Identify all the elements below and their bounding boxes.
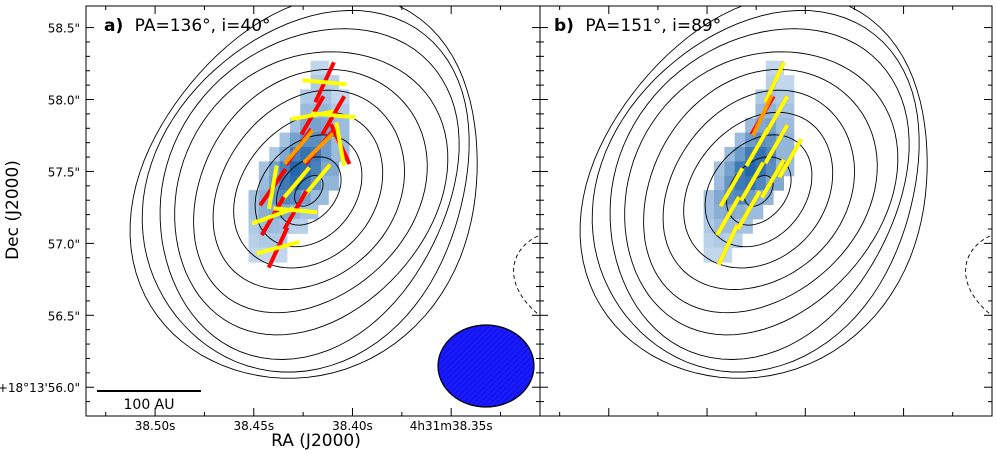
contour-line [141,10,470,373]
scale-bar-label: 100 AU [124,397,175,413]
polarization-vector [334,122,346,167]
intensity-pixel [310,60,329,76]
x-tick-label: 38.45s [233,419,274,433]
contour-line [624,51,899,336]
panel-b-ticks [540,6,992,416]
contour-line [193,68,428,314]
polarization-vector [715,195,741,237]
intensity-pixel [289,218,309,234]
contour-line [174,51,449,336]
y-tick-label: 58.0" [48,94,80,108]
panel-a-label: a) [104,16,123,36]
polarization-vector [311,111,356,120]
contour-line [662,89,855,290]
contour-line [704,134,813,248]
panel-b-title: PA=151°, i=89° [585,16,721,36]
polarization-vector [739,161,765,202]
contour-line [683,111,834,269]
contour-line [159,28,460,360]
contour-line [726,156,792,226]
polarization-vector [763,95,790,136]
svg-text:b) PA=151°, i=89°: b) PA=151°, i=89° [554,16,721,36]
y-tick-label: 58.5" [48,22,80,36]
negative-contour [513,235,539,315]
contour-line [744,175,774,207]
y-tick-label: 57.0" [48,237,80,251]
svg-text:a) PA=136°, i=40°: a) PA=136°, i=40° [104,16,271,36]
intensity-pixel [776,75,795,90]
polarization-vector [777,138,803,179]
y-tick-label: +18°13'56.0" [0,381,80,395]
contour-line [643,68,878,314]
y-axis-label: Dec (J2000) [3,160,23,260]
panel-a-vectors [251,61,356,269]
y-tick-label: 57.5" [48,165,80,179]
polarization-vector [751,94,774,137]
polarization-vector [283,128,315,166]
panel-b-label: b) [554,16,574,36]
y-tick-labels: 58.5" 58.0" 57.5" 57.0" 56.5" +18°13'56.0" [0,22,80,396]
polarization-vector [279,166,311,203]
beam-ellipse [437,324,535,408]
x-tick-label: 38.40s [332,419,373,433]
intensity-pixel [331,89,350,105]
contour-line [129,6,478,379]
polarization-vector [744,126,771,168]
panel-b: b) PA=151°, i=89° [539,5,993,417]
panel-a-title: PA=136°, i=40° [135,16,271,36]
polarization-vector [267,165,279,210]
panel-a: 100 AU a) PA=136°, i=40° [85,5,541,417]
polarization-vector [716,224,740,266]
intensity-pixel [321,175,340,191]
contour-line [233,111,384,269]
intensity-pixel [300,89,319,105]
negative-contour [965,235,991,315]
panel-b-contours [579,6,991,379]
polarization-vector [256,240,300,256]
polarization-vector [760,158,786,199]
x-tick-label: 38.50s [135,419,176,433]
x-axis-label: RA (J2000) [271,431,361,451]
x-tick-labels: 38.50s 38.45s 38.40s 4h31m38.35s [135,419,493,433]
polarization-vector [763,61,786,104]
polarization-vector [763,124,790,165]
panel-a-ticks [86,6,540,416]
contour-line [254,134,363,248]
contour-line [609,28,910,360]
x-tick-label: 4h31m38.35s [410,419,493,433]
polarization-vector [718,167,745,208]
intensity-pixel [310,190,329,205]
panel-b-frame [539,5,993,417]
y-tick-label: 56.5" [48,309,80,323]
polarization-vector [302,78,347,87]
panel-a-contours [129,6,539,379]
polarization-vector [735,190,762,231]
contour-line [212,89,405,290]
contour-line [579,6,928,379]
panel-b-vectors [715,61,803,266]
contour-line [591,10,920,373]
polarization-vector [273,206,318,215]
polarization-vector [302,129,337,164]
